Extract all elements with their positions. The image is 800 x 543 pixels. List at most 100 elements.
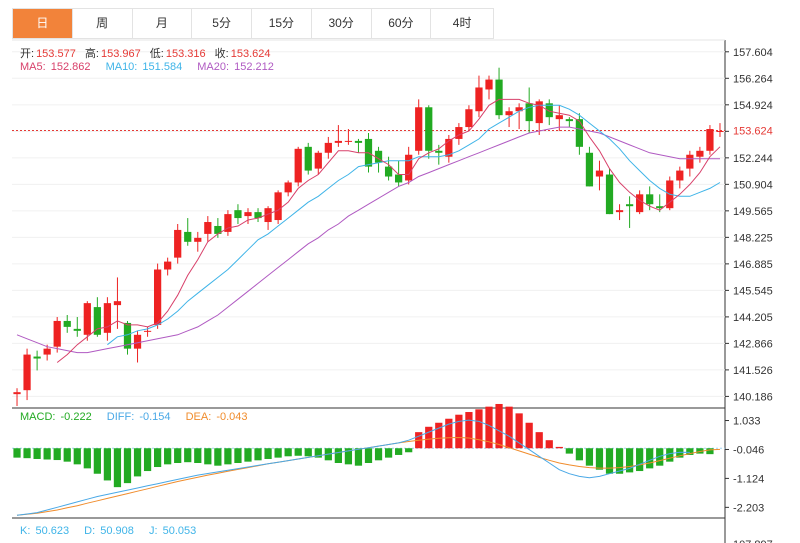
ma5-label: MA5: — [20, 61, 49, 73]
candle-body — [676, 170, 684, 181]
candle-body — [304, 146, 312, 171]
moving-average-lines — [16, 98, 721, 363]
kdj-tick-label: 107.897 — [733, 539, 773, 543]
macd-histogram-bar — [264, 448, 272, 459]
j-value: 50.053 — [162, 525, 197, 537]
macd-histogram-bar — [374, 448, 383, 461]
macd-histogram-bar — [666, 448, 674, 462]
macd-histogram-bar — [475, 409, 483, 449]
macd-label: MACD: — [20, 411, 59, 423]
tab-5min[interactable]: 5分 — [192, 9, 252, 38]
macd-histogram-bar — [334, 448, 342, 463]
price-tick-label: 154.924 — [733, 100, 773, 112]
price-tick-label: 156.264 — [733, 73, 773, 85]
close-label: 收: — [214, 48, 229, 60]
candle-body — [455, 127, 463, 139]
macd-histogram-bar — [304, 448, 312, 457]
macd-value: -0.222 — [60, 411, 92, 423]
macd-histogram-bar — [43, 448, 51, 460]
macd-histogram-bar — [615, 448, 624, 474]
tab-day[interactable]: 日 — [13, 9, 73, 38]
j-label: J: — [148, 525, 161, 537]
d-value: 50.908 — [100, 525, 134, 537]
tab-month[interactable]: 月 — [133, 9, 193, 38]
macd-histogram-bar — [234, 448, 242, 463]
macd-histogram-bar — [425, 426, 433, 449]
ma10-label: MA10: — [105, 61, 141, 73]
macd-histogram-bar — [103, 448, 112, 481]
candle-body — [33, 356, 41, 359]
candle-body — [214, 225, 222, 234]
candle-body — [384, 166, 393, 177]
macd-histogram-bar — [405, 448, 413, 453]
diff-line — [16, 419, 690, 516]
candle-body — [686, 154, 694, 169]
macd-histogram-bar — [625, 448, 634, 473]
tab-4hour[interactable]: 4时 — [452, 16, 472, 30]
macd-info: MACD: -0.222 DIFF: -0.154 DEA: -0.043 — [20, 411, 250, 423]
macd-histogram-bar — [224, 448, 232, 465]
candle-body — [184, 231, 192, 242]
macd-histogram-bar — [636, 448, 644, 472]
macd-histogram-bar — [184, 448, 192, 463]
macd-histogram-bar — [465, 412, 473, 449]
macd-histogram-bar — [485, 406, 493, 449]
candle-body — [264, 208, 272, 223]
macd-histogram-bar — [194, 448, 202, 463]
candle-body — [535, 101, 543, 124]
candle-body — [525, 103, 533, 122]
macd-histogram-bar — [133, 448, 142, 477]
candle-body — [605, 174, 614, 215]
candle-body — [63, 320, 71, 327]
candle-body — [143, 330, 152, 332]
macd-histogram-bar — [455, 414, 463, 449]
tab-week[interactable]: 周 — [73, 9, 133, 38]
candle-body — [515, 107, 523, 112]
candle-body — [113, 301, 122, 306]
candle-body — [636, 194, 644, 213]
tab-15min[interactable]: 15分 — [252, 9, 312, 38]
macd-histogram-bar — [706, 448, 714, 455]
macd-histogram-bar — [515, 413, 523, 449]
price-tick-label: 148.225 — [733, 232, 773, 244]
macd-histogram-bar — [435, 422, 443, 449]
macd-histogram-bar — [63, 448, 71, 462]
macd-tick-label: -1.124 — [733, 473, 764, 485]
candle-body — [374, 150, 383, 163]
tab-60min[interactable]: 60分 — [372, 9, 432, 38]
low-label: 低: — [149, 48, 164, 60]
macd-histogram-bar — [53, 448, 61, 461]
candle-body — [23, 354, 31, 391]
high-value: 153.967 — [100, 48, 141, 60]
macd-tick-label: -0.046 — [733, 444, 764, 456]
ma20-value: 152.212 — [234, 61, 274, 73]
macd-histogram-bar — [33, 448, 41, 459]
diff-label: DIFF: — [106, 411, 138, 423]
diff-value: -0.154 — [139, 411, 171, 423]
candle-body — [445, 138, 453, 157]
candle-body — [204, 222, 212, 234]
dea-label: DEA: — [185, 411, 215, 423]
macd-histogram-bar — [686, 448, 694, 455]
candle-body — [415, 107, 423, 151]
candle-body — [73, 328, 81, 331]
candle-body — [284, 182, 292, 193]
candle-body — [395, 174, 403, 183]
macd-histogram-bar — [153, 448, 162, 468]
macd-histogram-bar — [555, 446, 563, 449]
open-value: 153.577 — [36, 48, 76, 60]
candle-body — [646, 194, 654, 205]
macd-histogram-bar — [696, 448, 704, 454]
macd-histogram-bar — [344, 448, 353, 465]
candle-body — [234, 210, 242, 219]
macd-tick-label: 1.033 — [733, 416, 761, 428]
candle-body — [575, 119, 584, 147]
macd-histogram-bar — [595, 448, 604, 470]
candle-body — [565, 119, 573, 122]
tab-30min[interactable]: 30分 — [312, 9, 372, 38]
dea-value: -0.043 — [216, 411, 248, 423]
macd-histogram-bar — [314, 448, 322, 458]
candle-body — [405, 154, 413, 181]
candle-body — [555, 115, 563, 120]
